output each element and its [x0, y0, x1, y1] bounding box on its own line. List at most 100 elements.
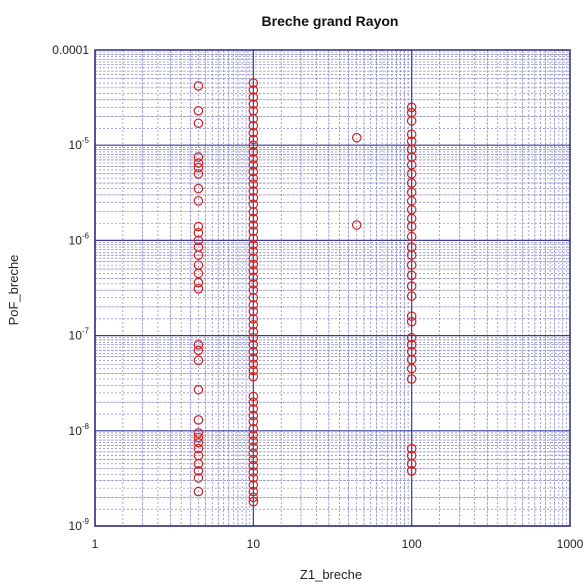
data-point	[248, 365, 259, 376]
data-point	[248, 78, 259, 88]
y-tick-label: 10-8	[69, 422, 90, 438]
data-point	[406, 169, 417, 179]
data-point	[193, 105, 204, 116]
data-point	[193, 473, 204, 483]
data-point	[248, 220, 259, 230]
data-point	[248, 292, 259, 303]
data-point	[406, 231, 417, 242]
data-point	[248, 199, 259, 210]
data-point	[193, 118, 204, 129]
data-point	[248, 140, 259, 150]
data-point	[248, 134, 259, 145]
data-point	[248, 314, 259, 324]
data-point	[406, 178, 417, 188]
data-point	[248, 213, 259, 224]
data-point	[193, 443, 204, 454]
data-point	[248, 166, 259, 177]
data-point	[406, 459, 417, 469]
data-point	[248, 265, 259, 276]
data-point	[193, 169, 204, 179]
data-point	[351, 132, 362, 143]
data-point	[406, 291, 417, 301]
data-point	[248, 486, 259, 497]
y-tick-label: 10-6	[69, 231, 90, 247]
data-point	[248, 480, 259, 490]
data-point	[248, 436, 259, 446]
y-axis-label: PoF_breche	[6, 255, 21, 326]
data-point	[406, 144, 417, 155]
data-point	[193, 437, 204, 448]
x-tick-label: 10	[247, 537, 261, 551]
data-point	[406, 316, 417, 327]
data-point	[193, 268, 204, 279]
data-point	[248, 359, 259, 370]
data-point	[351, 220, 362, 230]
data-point	[248, 404, 259, 414]
x-axis-label: Z1_breche	[300, 567, 362, 582]
data-point	[193, 415, 204, 425]
data-point	[248, 173, 259, 184]
data-point	[193, 459, 204, 469]
data-point	[248, 160, 259, 170]
data-point	[248, 340, 259, 350]
data-point	[406, 311, 417, 321]
x-tick-label: 1	[92, 537, 99, 551]
data-point	[248, 113, 259, 124]
data-point	[406, 354, 417, 365]
minor-gridlines	[95, 50, 570, 526]
data-point	[248, 226, 259, 236]
y-axis-ticks: 0.0001 10-5 10-6 10-7 10-8 10-9	[52, 43, 89, 533]
data-point	[406, 466, 417, 476]
data-point	[193, 228, 204, 238]
data-point	[193, 340, 204, 350]
data-point	[193, 466, 204, 476]
data-point	[406, 129, 417, 140]
data-point	[248, 259, 259, 270]
data-point	[248, 127, 259, 138]
data-point	[406, 374, 417, 384]
data-point	[248, 233, 259, 244]
data-point	[248, 279, 259, 289]
data-point	[248, 120, 259, 131]
data-point	[248, 306, 259, 317]
data-point	[248, 85, 259, 95]
data-point	[406, 332, 417, 343]
data-point	[248, 332, 259, 343]
data-point	[193, 428, 204, 438]
data-points	[193, 78, 417, 507]
data-point	[248, 186, 259, 196]
data-point	[248, 253, 259, 264]
data-point	[248, 473, 259, 483]
data-point	[193, 196, 204, 206]
data-point	[248, 410, 259, 421]
data-point	[248, 371, 259, 382]
chart-title: Breche grand Rayon	[262, 13, 399, 29]
data-point	[193, 284, 204, 294]
data-point	[193, 345, 204, 356]
data-point	[248, 319, 259, 330]
data-point	[248, 416, 259, 427]
data-point	[248, 454, 259, 465]
data-point	[248, 397, 259, 407]
data-point	[248, 272, 259, 283]
data-point	[248, 423, 259, 434]
data-point	[248, 353, 259, 363]
data-point	[248, 448, 259, 459]
data-point	[193, 486, 204, 497]
plot-area-frame	[94, 49, 571, 527]
y-tick-label: 10-7	[69, 327, 90, 343]
data-point	[248, 285, 259, 295]
data-point	[248, 430, 259, 440]
data-point	[406, 102, 417, 113]
data-point	[248, 246, 259, 257]
data-point	[193, 152, 204, 162]
data-point	[406, 281, 417, 292]
data-point	[248, 492, 259, 503]
data-point	[406, 250, 417, 260]
data-point	[248, 99, 259, 109]
data-point	[406, 221, 417, 232]
data-point	[406, 270, 417, 281]
x-axis-ticks: 1 10 100 1000	[92, 537, 584, 551]
data-point	[248, 326, 259, 337]
